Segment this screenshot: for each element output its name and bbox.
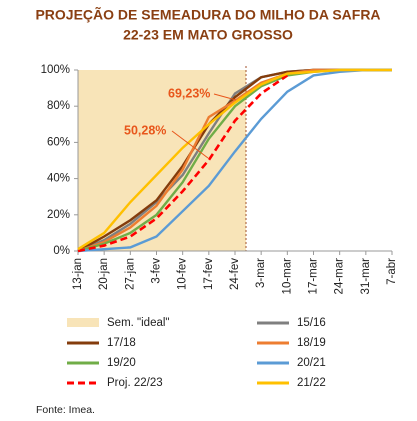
y-tick-label: 40% [47, 173, 70, 185]
x-tick-label: 24-mar [334, 258, 346, 295]
legend-label: 15/16 [297, 317, 326, 329]
series-line [77, 68, 392, 251]
annotation: 50,28% [124, 123, 166, 137]
x-tick-label: 20-jan [98, 258, 110, 290]
legend-label: Sem. "ideal" [107, 317, 170, 329]
x-tick-label: 17-mar [308, 258, 320, 295]
y-tick-label: 80% [47, 100, 70, 112]
y-tick-label: 20% [47, 209, 70, 221]
x-tick-label: 3-fev [151, 258, 163, 284]
y-tick-label: 100% [41, 64, 70, 76]
x-tick-label: 13-jan [72, 258, 84, 290]
x-tick-label: 31-mar [360, 258, 372, 295]
legend-swatch [67, 318, 99, 327]
x-tick-label: 17-fev [203, 258, 215, 290]
annotation-arrow [213, 93, 237, 101]
annotation: 69,23% [168, 86, 210, 100]
ideal-region [78, 70, 246, 251]
x-tick-label: 27-jan [124, 258, 136, 290]
y-tick-label: 60% [47, 136, 70, 148]
annotation-arrow [171, 130, 209, 159]
x-tick-label: 24-fev [229, 258, 241, 290]
chart-title: 22-23 EM MATO GROSSO [123, 27, 293, 43]
plot [74, 68, 393, 255]
series-line [77, 68, 392, 253]
source: Fonte: Imea. [36, 404, 95, 416]
chart-title: PROJEÇÃO DE SEMEADURA DO MILHO DA SAFRA [35, 6, 380, 23]
x-tick-label: 3-mar [255, 258, 267, 288]
y-tick-label: 0% [53, 245, 70, 257]
x-tick-label: 10-mar [281, 258, 293, 295]
legend-label: 19/20 [107, 357, 136, 369]
legend-label: 21/22 [297, 377, 326, 389]
x-tick-label: 7-abr [386, 258, 398, 285]
legend-label: 18/19 [297, 337, 326, 349]
legend-label: 17/18 [107, 337, 136, 349]
series-line [77, 74, 289, 253]
x-tick-label: 10-fev [177, 258, 189, 290]
legend-label: Proj. 22/23 [107, 377, 163, 389]
legend: Sem. "ideal" 15/16 17/18 18/19 19/20 20/21 Pro… [67, 317, 326, 389]
legend-label: 20/21 [297, 357, 326, 369]
